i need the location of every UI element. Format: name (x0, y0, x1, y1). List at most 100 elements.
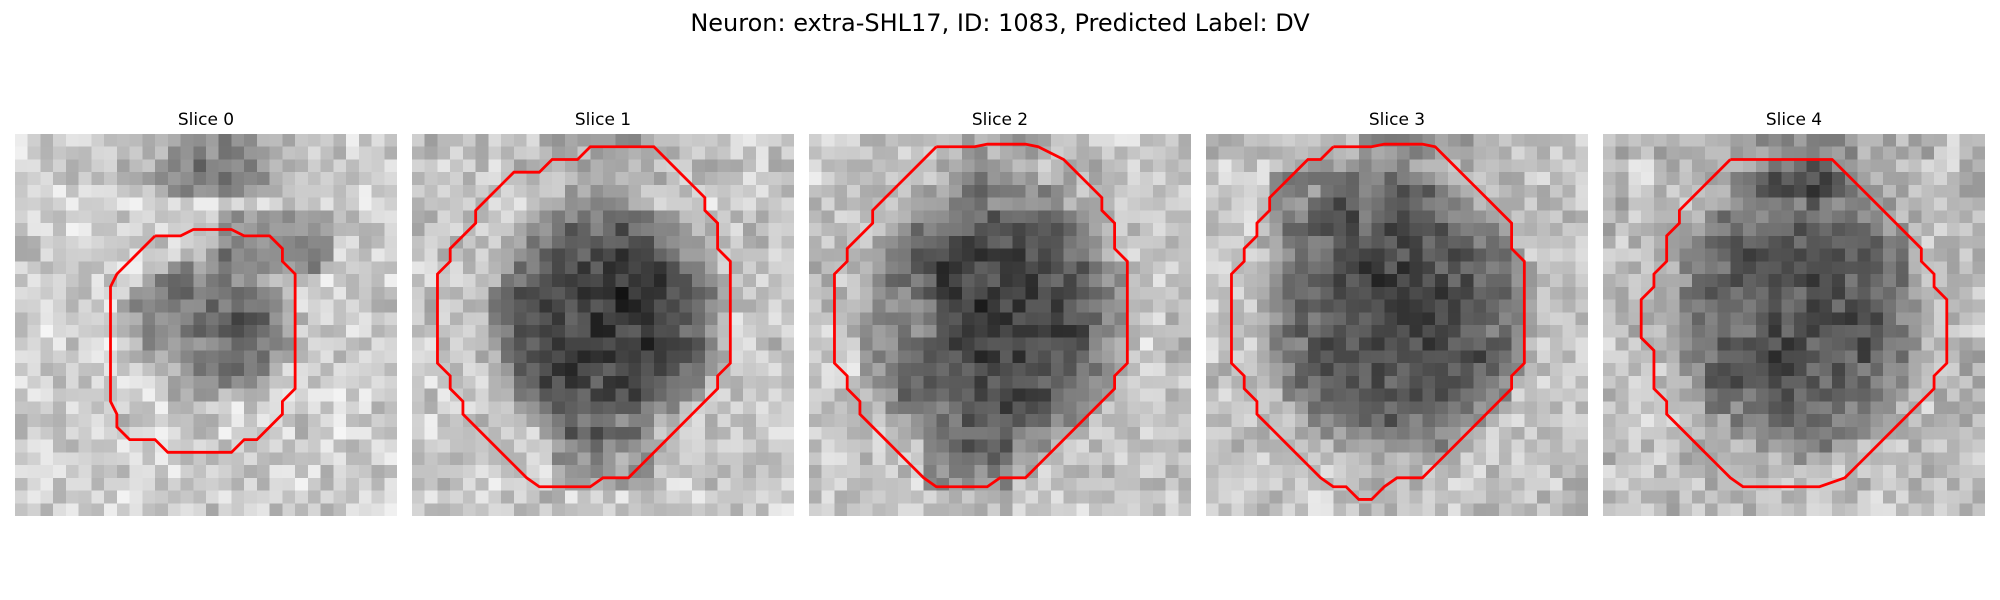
figure-title: Neuron: extra-SHL17, ID: 1083, Predicted… (690, 9, 1310, 37)
grayscale-pixel (653, 477, 667, 491)
grayscale-pixel (333, 299, 347, 313)
grayscale-pixel (1679, 490, 1693, 504)
grayscale-pixel (872, 299, 886, 313)
grayscale-pixel (885, 261, 899, 275)
grayscale-pixel (1473, 337, 1487, 351)
grayscale-pixel (628, 248, 642, 262)
grayscale-pixel (641, 375, 655, 389)
grayscale-pixel (743, 325, 757, 338)
grayscale-pixel (501, 363, 515, 377)
grayscale-pixel (1012, 452, 1026, 466)
grayscale-pixel (1895, 134, 1909, 147)
grayscale-pixel (1422, 248, 1436, 262)
grayscale-pixel (577, 401, 591, 415)
grayscale-pixel (653, 426, 667, 440)
grayscale-pixel (1781, 210, 1795, 224)
grayscale-pixel (1870, 299, 1884, 313)
grayscale-pixel (320, 223, 334, 237)
grayscale-pixel (307, 426, 321, 440)
grayscale-pixel (1575, 490, 1588, 504)
grayscale-pixel (206, 274, 219, 288)
grayscale-pixel (615, 172, 629, 186)
grayscale-pixel (282, 248, 296, 262)
grayscale-pixel (193, 439, 207, 453)
grayscale-pixel (1460, 210, 1474, 224)
grayscale-pixel (142, 197, 156, 211)
grayscale-pixel (1844, 223, 1858, 237)
grayscale-pixel (1089, 414, 1103, 428)
grayscale-pixel (1447, 490, 1461, 504)
grayscale-pixel (1692, 503, 1706, 516)
grayscale-pixel (1806, 172, 1820, 186)
grayscale-pixel (218, 274, 232, 288)
grayscale-pixel (717, 235, 731, 249)
grayscale-pixel (1806, 261, 1820, 275)
grayscale-pixel (40, 426, 54, 440)
grayscale-pixel (1422, 439, 1436, 453)
grayscale-pixel (116, 235, 130, 249)
grayscale-pixel (78, 490, 92, 504)
grayscale-pixel (1908, 477, 1922, 491)
grayscale-pixel (333, 286, 347, 300)
grayscale-pixel (974, 465, 988, 479)
grayscale-pixel (1447, 388, 1461, 402)
grayscale-pixel (1295, 146, 1309, 160)
grayscale-pixel (1218, 477, 1232, 491)
grayscale-pixel (1844, 388, 1858, 402)
grayscale-pixel (872, 337, 886, 351)
grayscale-pixel (1295, 261, 1309, 275)
grayscale-pixel (1371, 465, 1385, 479)
grayscale-pixel (1050, 426, 1064, 440)
grayscale-pixel (679, 325, 693, 338)
grayscale-pixel (231, 146, 245, 160)
grayscale-pixel (641, 439, 655, 453)
grayscale-pixel (333, 146, 347, 160)
grayscale-pixel (1615, 350, 1629, 364)
grayscale-pixel (155, 312, 169, 326)
grayscale-pixel (1883, 325, 1897, 338)
grayscale-pixel (1206, 325, 1219, 338)
grayscale-pixel (859, 363, 873, 377)
grayscale-pixel (1038, 235, 1052, 249)
grayscale-pixel (692, 503, 706, 516)
grayscale-pixel (809, 235, 822, 249)
grayscale-pixel (1959, 299, 1973, 313)
grayscale-pixel (1768, 159, 1782, 173)
grayscale-pixel (1524, 439, 1538, 453)
grayscale-pixel (961, 401, 975, 415)
grayscale-pixel (1832, 223, 1846, 237)
grayscale-pixel (450, 172, 464, 186)
grayscale-pixel (371, 223, 385, 237)
grayscale-pixel (1346, 184, 1360, 198)
grayscale-pixel (1218, 325, 1232, 338)
grayscale-pixel (358, 146, 372, 160)
grayscale-pixel (1615, 261, 1629, 275)
grayscale-pixel (129, 477, 143, 491)
grayscale-pixel (1844, 159, 1858, 173)
grayscale-pixel (1524, 401, 1538, 415)
grayscale-pixel (847, 363, 861, 377)
grayscale-pixel (885, 350, 899, 364)
grayscale-pixel (1346, 299, 1360, 313)
grayscale-pixel (1244, 477, 1258, 491)
grayscale-pixel (282, 286, 296, 300)
grayscale-pixel (1165, 490, 1179, 504)
grayscale-pixel (949, 337, 963, 351)
grayscale-pixel (180, 197, 194, 211)
grayscale-pixel (692, 210, 706, 224)
grayscale-pixel (809, 210, 822, 224)
grayscale-pixel (346, 414, 360, 428)
grayscale-pixel (1409, 337, 1423, 351)
grayscale-pixel (1178, 363, 1191, 377)
grayscale-pixel (320, 159, 334, 173)
grayscale-pixel (1857, 274, 1871, 288)
grayscale-pixel (1562, 248, 1576, 262)
grayscale-pixel (1101, 503, 1115, 516)
grayscale-pixel (1498, 439, 1512, 453)
grayscale-pixel (1178, 337, 1191, 351)
grayscale-pixel (1511, 134, 1525, 147)
grayscale-pixel (1794, 299, 1807, 313)
grayscale-pixel (1603, 350, 1616, 364)
grayscale-pixel (1206, 210, 1219, 224)
grayscale-pixel (1883, 286, 1897, 300)
